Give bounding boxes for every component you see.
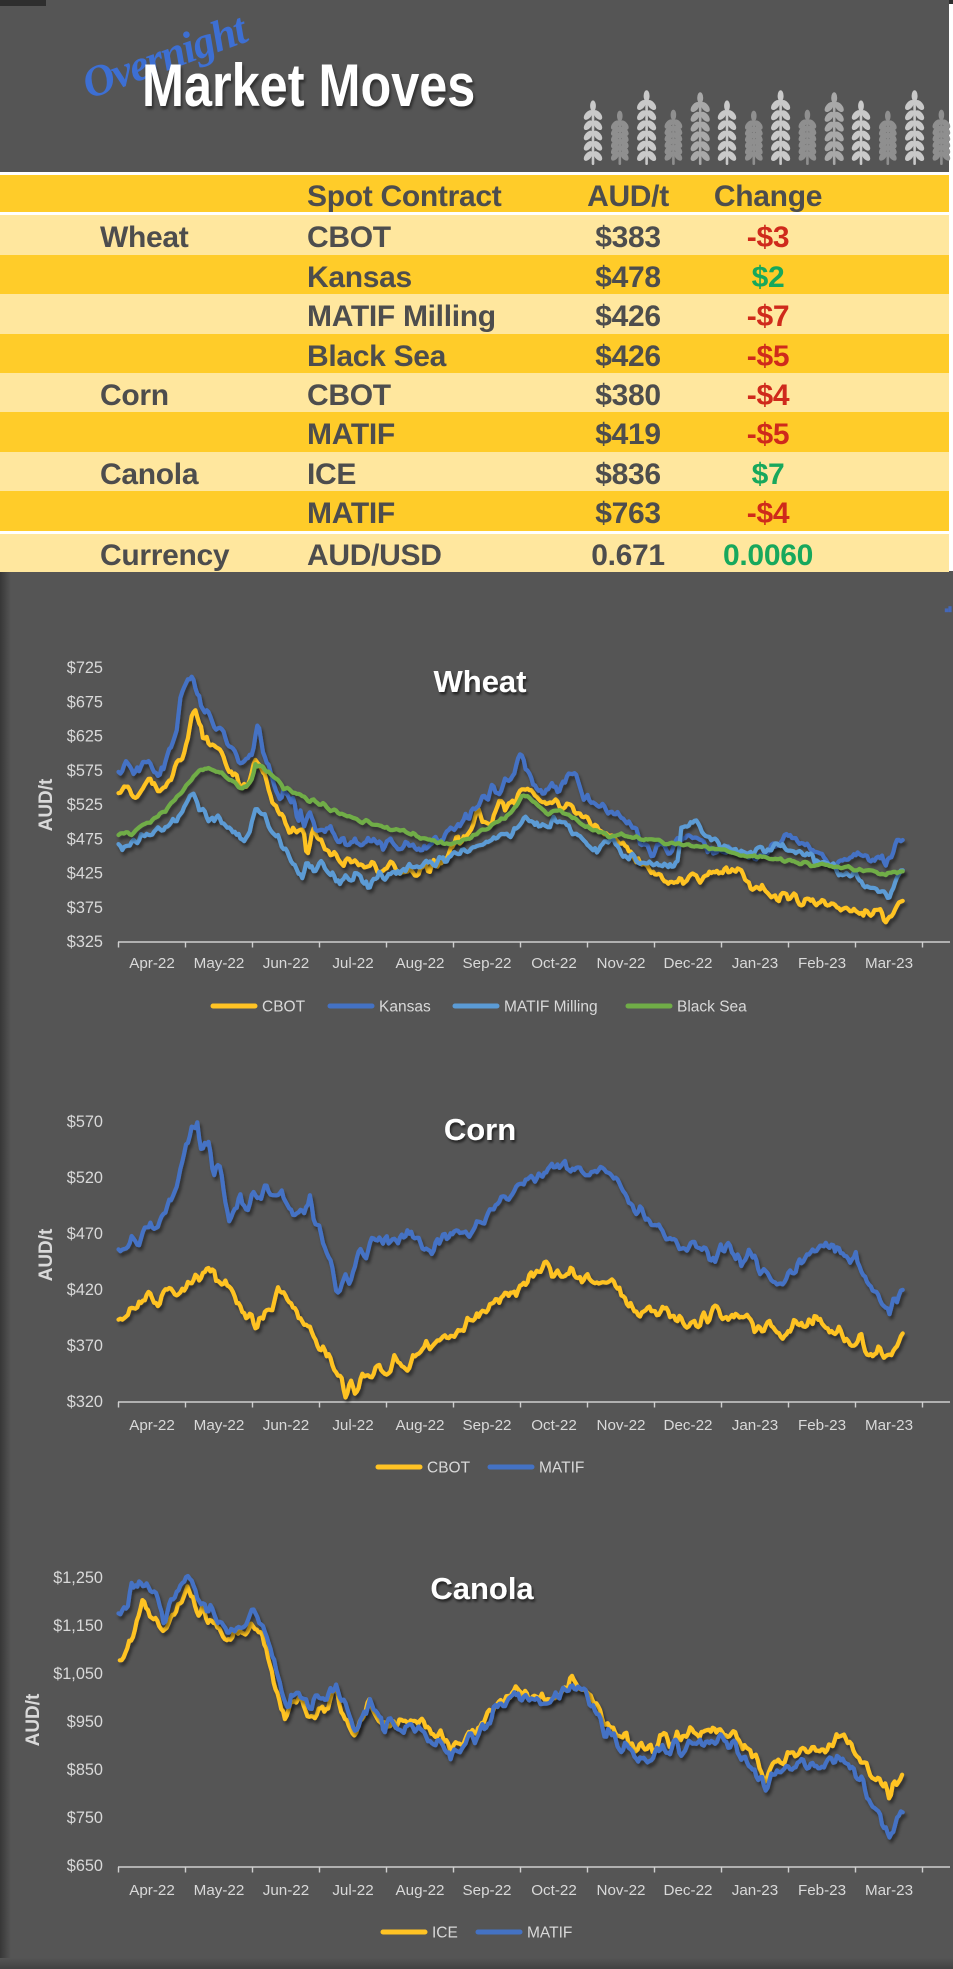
svg-text:Black Sea: Black Sea	[677, 999, 747, 1016]
svg-text:Nov-22: Nov-22	[597, 1882, 646, 1899]
svg-text:$850: $850	[67, 1761, 103, 1779]
svg-text:AUD/t: AUD/t	[36, 778, 57, 831]
svg-text:$750: $750	[67, 1809, 103, 1827]
svg-text:Dec-22: Dec-22	[664, 1882, 713, 1899]
svg-text:Mar-23: Mar-23	[865, 1882, 913, 1899]
svg-text:$1,250: $1,250	[53, 1569, 103, 1587]
svg-text:May-22: May-22	[194, 1882, 245, 1899]
svg-text:AUD/t: AUD/t	[36, 1228, 57, 1281]
svg-text:Canola: Canola	[430, 1571, 534, 1606]
svg-text:$570: $570	[67, 1113, 103, 1131]
svg-text:$675: $675	[67, 693, 103, 711]
svg-text:$625: $625	[67, 728, 103, 746]
svg-text:ICE: ICE	[432, 1925, 458, 1942]
svg-text:$950: $950	[67, 1713, 103, 1731]
svg-text:$650: $650	[67, 1857, 103, 1875]
svg-text:$1,050: $1,050	[53, 1665, 103, 1683]
svg-text:Oct-22: Oct-22	[531, 955, 577, 972]
svg-text:Kansas: Kansas	[379, 999, 431, 1016]
svg-text:Dec-22: Dec-22	[664, 955, 713, 972]
svg-text:Jun-22: Jun-22	[263, 1882, 309, 1899]
svg-text:Apr-22: Apr-22	[129, 955, 175, 972]
svg-text:Aug-22: Aug-22	[396, 1882, 445, 1899]
svg-text:$320: $320	[67, 1393, 103, 1411]
svg-text:Oct-22: Oct-22	[531, 1417, 577, 1434]
svg-text:Jan-23: Jan-23	[732, 1882, 778, 1899]
svg-text:$520: $520	[67, 1169, 103, 1187]
svg-text:$725: $725	[67, 659, 103, 677]
svg-text:Jul-22: Jul-22	[332, 1882, 373, 1899]
svg-text:Mar-23: Mar-23	[865, 955, 913, 972]
svg-text:$375: $375	[67, 899, 103, 917]
svg-text:$425: $425	[67, 865, 103, 883]
svg-text:Corn: Corn	[444, 1112, 516, 1147]
svg-text:May-22: May-22	[194, 1417, 245, 1434]
svg-text:Apr-22: Apr-22	[129, 1882, 175, 1899]
svg-text:$325: $325	[67, 933, 103, 951]
svg-text:Oct-22: Oct-22	[531, 1882, 577, 1899]
svg-text:Nov-22: Nov-22	[597, 955, 646, 972]
svg-text:Jul-22: Jul-22	[332, 1417, 373, 1434]
svg-text:CBOT: CBOT	[262, 999, 306, 1016]
svg-text:Sep-22: Sep-22	[463, 955, 512, 972]
svg-text:$470: $470	[67, 1225, 103, 1243]
svg-text:Jan-23: Jan-23	[732, 1417, 778, 1434]
svg-text:CBOT: CBOT	[427, 1460, 471, 1477]
svg-text:Feb-23: Feb-23	[798, 1417, 846, 1434]
svg-text:AUD/t: AUD/t	[23, 1693, 44, 1746]
svg-text:Mar-23: Mar-23	[865, 1417, 913, 1434]
svg-text:Feb-23: Feb-23	[798, 955, 846, 972]
svg-text:MATIF Milling: MATIF Milling	[504, 999, 598, 1016]
svg-text:Aug-22: Aug-22	[396, 1417, 445, 1434]
svg-text:Sep-22: Sep-22	[463, 1882, 512, 1899]
svg-text:$420: $420	[67, 1281, 103, 1299]
svg-text:Dec-22: Dec-22	[664, 1417, 713, 1434]
svg-text:$370: $370	[67, 1337, 103, 1355]
svg-text:Jul-22: Jul-22	[332, 955, 373, 972]
svg-text:MATIF: MATIF	[539, 1460, 584, 1477]
svg-text:Nov-22: Nov-22	[597, 1417, 646, 1434]
svg-text:Feb-23: Feb-23	[798, 1882, 846, 1899]
svg-text:$575: $575	[67, 762, 103, 780]
svg-text:Jan-23: Jan-23	[732, 955, 778, 972]
svg-text:$475: $475	[67, 830, 103, 848]
svg-text:MATIF: MATIF	[527, 1925, 572, 1942]
svg-text:Jun-22: Jun-22	[263, 1417, 309, 1434]
svg-text:Jun-22: Jun-22	[263, 955, 309, 972]
svg-text:$525: $525	[67, 796, 103, 814]
svg-text:Aug-22: Aug-22	[396, 955, 445, 972]
svg-text:Apr-22: Apr-22	[129, 1417, 175, 1434]
svg-text:$1,150: $1,150	[53, 1617, 103, 1635]
svg-text:Wheat: Wheat	[434, 664, 527, 699]
svg-text:Sep-22: Sep-22	[463, 1417, 512, 1434]
svg-text:May-22: May-22	[194, 955, 245, 972]
